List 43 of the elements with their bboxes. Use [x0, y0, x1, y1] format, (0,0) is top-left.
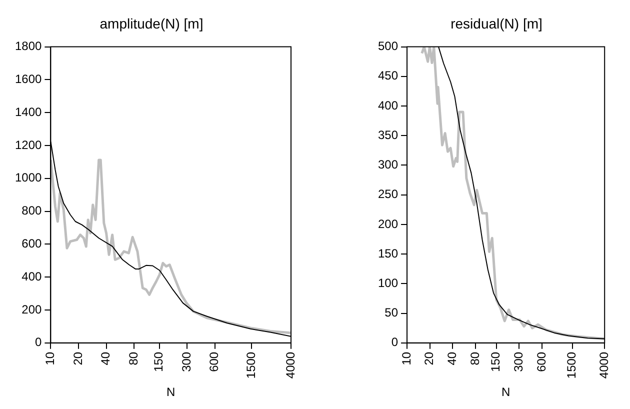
y-tick-label: 300	[378, 158, 398, 172]
y-tick-label: 450	[378, 68, 398, 83]
x-tick-label: 600	[534, 352, 548, 372]
y-tick-label: 1400	[14, 104, 42, 119]
y-tick-label: 350	[378, 128, 398, 142]
x-tick-label: 80	[126, 352, 140, 366]
x-tick-label: 4000	[283, 352, 298, 379]
chart-title: residual(N) [m]	[450, 15, 542, 32]
x-tick-label: 10	[399, 352, 414, 366]
y-tick-label: 400	[22, 269, 42, 284]
y-tick-label: 500	[378, 39, 398, 54]
x-tick-label: 20	[422, 352, 436, 366]
y-tick-label: 800	[22, 204, 42, 218]
x-tick-label: 20	[70, 352, 85, 366]
x-tick-label: 4000	[596, 352, 611, 379]
x-tick-label: 10	[43, 352, 58, 366]
y-tick-label: 50	[384, 306, 398, 320]
x-tick-label: 600	[207, 352, 222, 372]
y-tick-label: 200	[378, 216, 398, 231]
y-tick-label: 400	[378, 98, 398, 112]
y-tick-label: 150	[378, 246, 398, 260]
x-tick-label: 300	[511, 352, 526, 372]
y-tick-label: 1200	[14, 138, 42, 152]
y-tick-label: 0	[391, 335, 398, 350]
x-axis-title: N	[501, 385, 510, 400]
x-axis-title: N	[166, 385, 176, 400]
y-tick-label: 1600	[14, 72, 42, 86]
y-tick-label: 1800	[14, 39, 42, 54]
x-tick-label: 80	[468, 352, 482, 366]
y-tick-label: 250	[378, 187, 398, 202]
y-tick-label: 200	[22, 302, 42, 316]
x-tick-label: 40	[445, 352, 460, 366]
y-tick-label: 1000	[14, 170, 42, 185]
y-tick-label: 600	[22, 236, 42, 251]
x-tick-label: 40	[98, 352, 113, 366]
chart-title: amplitude(N) [m]	[100, 15, 204, 32]
y-tick-label: 0	[35, 335, 42, 350]
x-tick-label: 1500	[564, 352, 579, 379]
x-tick-label: 300	[179, 352, 194, 372]
x-tick-label: 150	[488, 352, 503, 372]
x-tick-label: 1500	[244, 352, 258, 379]
x-tick-label: 150	[152, 352, 166, 372]
y-tick-label: 100	[378, 276, 398, 290]
